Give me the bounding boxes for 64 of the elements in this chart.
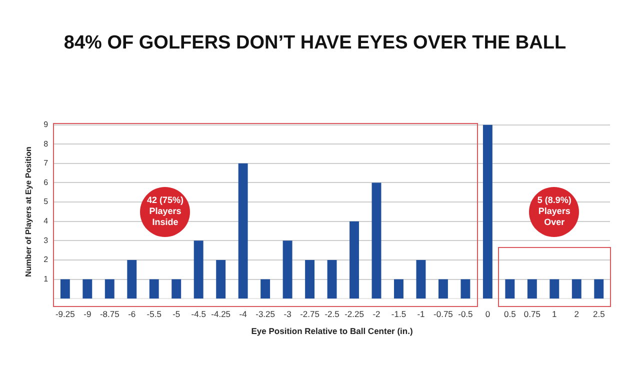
bar	[238, 163, 248, 299]
x-axis-title: Eye Position Relative to Ball Center (in.)	[251, 326, 413, 336]
x-tick-label: -4.25	[211, 309, 231, 320]
x-tick-label: 0.5	[504, 309, 516, 320]
bar	[594, 279, 604, 299]
y-tick-label: 6	[44, 178, 49, 187]
bar	[505, 279, 515, 299]
bar	[327, 260, 337, 299]
bar	[82, 279, 92, 299]
bar	[104, 279, 114, 299]
x-tick-label: 0.75	[524, 309, 541, 320]
x-tick-label: -5	[172, 309, 180, 320]
x-tick-label: -1.5	[391, 309, 406, 320]
y-axis-title: Number of Players at Eye Position	[24, 146, 34, 277]
x-tick-label: -5.5	[146, 309, 162, 320]
annotation: 42 (75%) Players Inside	[140, 186, 190, 237]
bar	[350, 221, 359, 299]
x-tick-label: -0.5	[458, 309, 474, 320]
x-tick-label: -1	[417, 309, 426, 320]
x-tick-label: 2	[574, 309, 580, 320]
bar	[372, 182, 382, 299]
bar	[572, 279, 582, 299]
bar	[416, 260, 426, 299]
bar	[127, 260, 137, 299]
bar	[149, 279, 159, 299]
x-tick-label: -3	[284, 309, 292, 320]
x-tick-label: 2.5	[592, 309, 606, 320]
y-tick-label: 4	[44, 216, 49, 226]
y-tick-label: 3	[44, 236, 49, 245]
x-tick-label: 0	[485, 309, 490, 320]
y-tick-label: 9	[44, 120, 49, 130]
x-tick-label: -3.25	[256, 309, 276, 320]
bar	[194, 240, 204, 299]
x-tick-label: -0.75	[434, 309, 454, 320]
x-tick-label: 1	[552, 309, 558, 320]
bar	[172, 279, 182, 299]
y-tick-label: 1	[44, 274, 49, 284]
x-tick-label: -2.5	[324, 309, 340, 320]
x-tick-label: -4.5	[191, 309, 206, 320]
bar	[527, 279, 537, 299]
x-tick-label: -9.25	[55, 309, 76, 320]
bar	[550, 279, 560, 299]
bar	[460, 279, 470, 299]
annotation: 5 (8.9%) Players Over	[529, 186, 580, 237]
bar	[482, 124, 492, 299]
x-tick-label: -9	[84, 309, 92, 320]
bar	[260, 279, 270, 299]
y-tick-label: 8	[44, 139, 49, 148]
bar	[438, 279, 448, 299]
x-tick-label: -2.75	[300, 309, 320, 320]
bar	[305, 260, 315, 299]
x-tick-label: -2	[372, 309, 381, 320]
y-tick-label: 2	[44, 255, 49, 264]
x-tick-label: -2.25	[344, 309, 364, 320]
x-tick-label: -8.75	[100, 309, 120, 320]
chart-title: 84% OF GOLFERS DON’T HAVE EYES OVER THE BALL	[64, 32, 566, 54]
bar	[60, 279, 70, 299]
y-tick-label: 5	[44, 197, 49, 206]
y-tick-label: 7	[44, 158, 49, 168]
bar	[216, 260, 226, 299]
bar	[282, 240, 292, 299]
x-tick-label: -6	[128, 309, 136, 320]
bar	[394, 279, 404, 299]
x-tick-label: -4	[239, 309, 248, 320]
